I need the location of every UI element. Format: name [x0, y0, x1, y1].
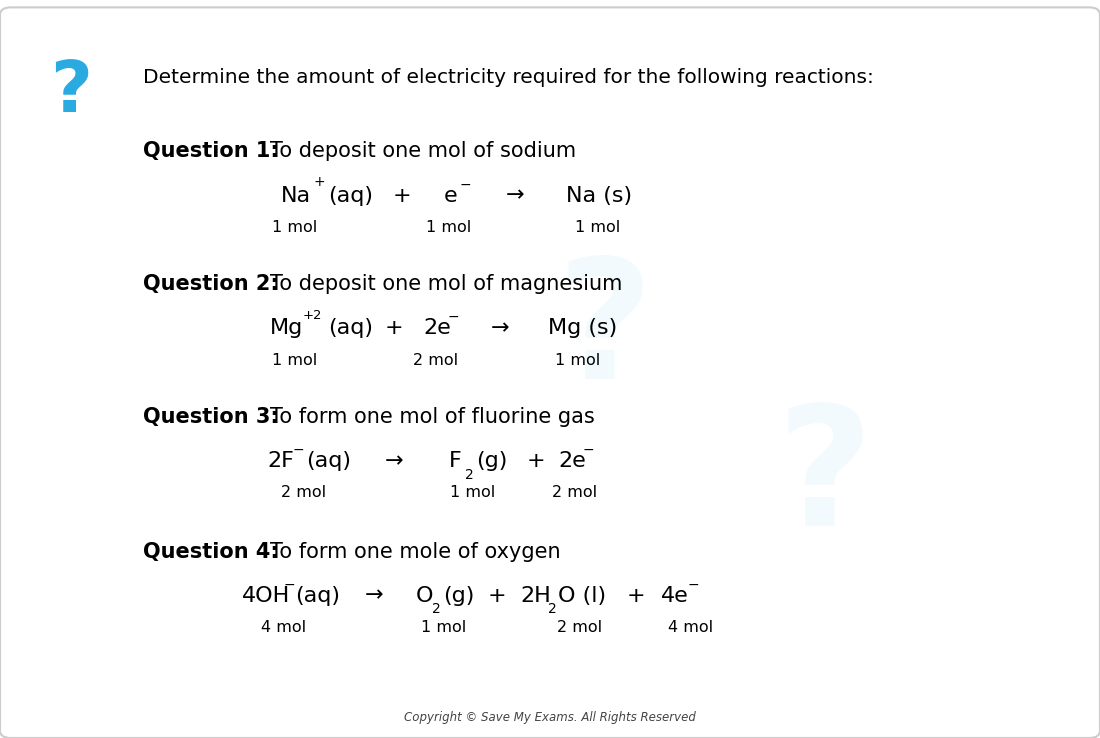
Text: 2: 2	[465, 468, 474, 481]
Text: 2F: 2F	[267, 451, 294, 472]
Text: 2e: 2e	[559, 451, 586, 472]
Text: O (l): O (l)	[558, 585, 606, 606]
Text: F: F	[449, 451, 462, 472]
Text: −: −	[293, 444, 305, 457]
Text: Determine the amount of electricity required for the following reactions:: Determine the amount of electricity requ…	[143, 68, 873, 87]
Text: To deposit one mol of magnesium: To deposit one mol of magnesium	[270, 274, 622, 294]
Text: 1 mol: 1 mol	[426, 220, 472, 235]
Text: 2: 2	[548, 602, 557, 615]
Text: +: +	[627, 585, 645, 606]
Text: 2e: 2e	[424, 318, 451, 339]
Text: 4e: 4e	[661, 585, 689, 606]
Text: Mg (s): Mg (s)	[548, 318, 617, 339]
Text: Na (s): Na (s)	[566, 185, 632, 206]
Text: (aq): (aq)	[328, 318, 373, 339]
Text: −: −	[448, 311, 460, 324]
Text: 1 mol: 1 mol	[420, 620, 466, 635]
Text: Na: Na	[280, 185, 310, 206]
Text: To form one mole of oxygen: To form one mole of oxygen	[270, 542, 560, 562]
Text: To form one mol of fluorine gas: To form one mol of fluorine gas	[270, 407, 594, 427]
Text: 2: 2	[432, 602, 441, 615]
Text: +: +	[488, 585, 506, 606]
Text: 1 mol: 1 mol	[272, 353, 318, 368]
Text: 2 mol: 2 mol	[280, 486, 327, 500]
Text: 1 mol: 1 mol	[272, 220, 318, 235]
Text: −: −	[688, 578, 700, 591]
Text: 2 mol: 2 mol	[551, 486, 597, 500]
Text: ?: ?	[51, 58, 92, 127]
Text: →: →	[365, 585, 383, 606]
Text: O: O	[416, 585, 433, 606]
Text: −: −	[583, 444, 595, 457]
Text: −: −	[284, 578, 296, 591]
Text: +: +	[527, 451, 544, 472]
Text: Mg: Mg	[270, 318, 302, 339]
Text: 2 mol: 2 mol	[412, 353, 459, 368]
Text: +: +	[314, 176, 326, 189]
Text: Copyright © Save My Exams. All Rights Reserved: Copyright © Save My Exams. All Rights Re…	[404, 711, 696, 724]
Text: +2: +2	[302, 308, 322, 322]
Text: Question 3:: Question 3:	[143, 407, 278, 427]
Text: 4 mol: 4 mol	[261, 620, 307, 635]
Text: Question 2:: Question 2:	[143, 274, 278, 294]
Text: e: e	[443, 185, 456, 206]
Text: →: →	[506, 185, 524, 206]
Text: +: +	[393, 185, 410, 206]
Text: 4 mol: 4 mol	[668, 620, 714, 635]
Text: ?: ?	[777, 399, 873, 561]
Text: +: +	[385, 318, 403, 339]
Text: 1 mol: 1 mol	[554, 353, 601, 368]
Text: →: →	[385, 451, 403, 472]
Text: 1 mol: 1 mol	[574, 220, 620, 235]
Text: (aq): (aq)	[295, 585, 340, 606]
Text: Question 1:: Question 1:	[143, 141, 278, 162]
Text: (g): (g)	[443, 585, 475, 606]
Text: (g): (g)	[476, 451, 508, 472]
FancyBboxPatch shape	[0, 7, 1100, 738]
Text: 4OH: 4OH	[242, 585, 290, 606]
Text: 1 mol: 1 mol	[450, 486, 496, 500]
Text: 2 mol: 2 mol	[557, 620, 603, 635]
Text: (aq): (aq)	[306, 451, 351, 472]
Text: −: −	[460, 178, 472, 191]
Text: →: →	[492, 318, 509, 339]
Text: (aq): (aq)	[328, 185, 373, 206]
Text: 2H: 2H	[520, 585, 551, 606]
Text: Question 4:: Question 4:	[143, 542, 278, 562]
Text: To deposit one mol of sodium: To deposit one mol of sodium	[270, 141, 575, 162]
Text: ?: ?	[557, 251, 653, 413]
